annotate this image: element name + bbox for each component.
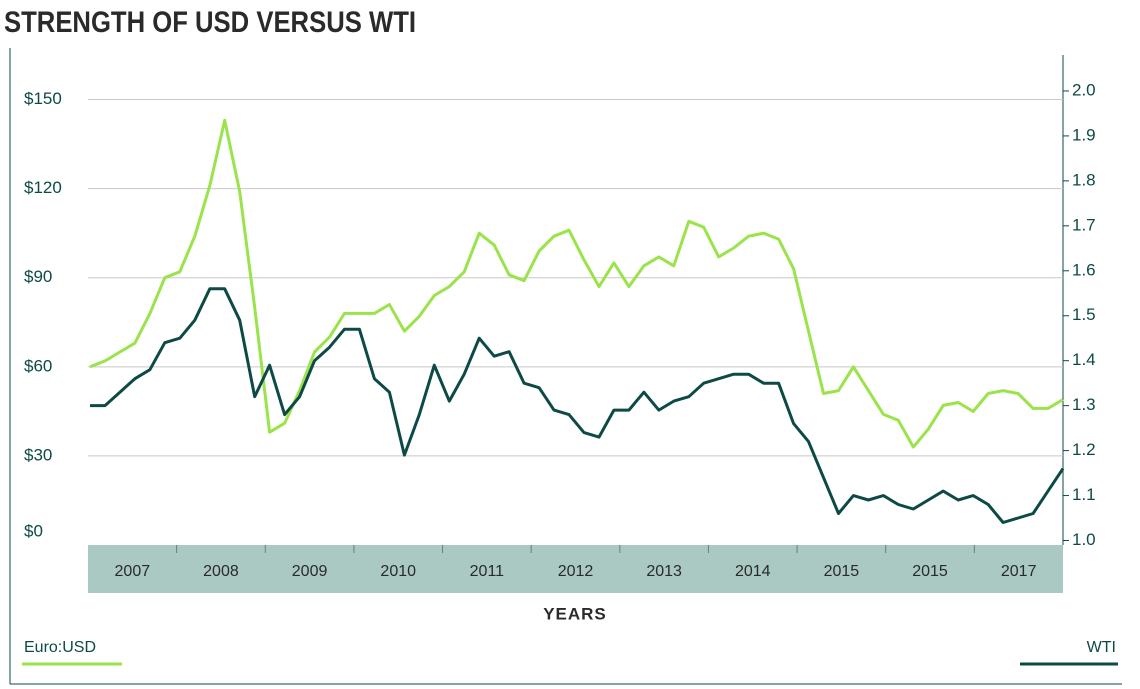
- x-tick-label: 2008: [203, 563, 239, 580]
- series-line: [90, 287, 1065, 524]
- y-tick-label: $90: [24, 267, 52, 286]
- x-tick-label: 2007: [115, 563, 151, 580]
- y-tick-label: $120: [24, 178, 62, 197]
- y2-tick-label: 1.0: [1072, 530, 1096, 549]
- x-tick-label: 2017: [1001, 563, 1037, 580]
- y2-tick-label: 1.7: [1072, 215, 1096, 234]
- y-tick-label: $30: [24, 445, 52, 464]
- y-tick-label: $60: [24, 356, 52, 375]
- chart-title: STRENGTH OF USD VERSUS WTI: [4, 6, 416, 39]
- y2-tick-label: 1.8: [1072, 170, 1096, 189]
- legend-label: Euro:USD: [24, 639, 96, 656]
- y2-tick-label: 1.5: [1072, 305, 1096, 324]
- x-tick-label: 2014: [735, 563, 771, 580]
- y2-tick-label: 1.4: [1072, 350, 1096, 369]
- y2-tick-label: 1.6: [1072, 260, 1096, 279]
- x-tick-label: 2010: [380, 563, 416, 580]
- x-tick-label: 2013: [646, 563, 682, 580]
- series-line: [89, 118, 1064, 449]
- y2-tick-label: 1.1: [1072, 485, 1096, 504]
- x-tick-label: 2012: [558, 563, 594, 580]
- x-axis-label: YEARS: [543, 604, 607, 623]
- y-tick-label: $150: [24, 89, 62, 108]
- y2-tick-label: 1.3: [1072, 395, 1096, 414]
- category-band: [88, 545, 1063, 593]
- legend-label: WTI: [1087, 639, 1116, 656]
- x-tick-label: 2015: [912, 563, 948, 580]
- x-tick-label: 2011: [470, 563, 505, 580]
- y-tick-label: $0: [24, 521, 43, 540]
- x-tick-label: 2009: [292, 563, 328, 580]
- y2-tick-label: 2.0: [1072, 80, 1096, 99]
- x-tick-label: 2015: [824, 563, 860, 580]
- y2-tick-label: 1.2: [1072, 440, 1096, 459]
- y2-tick-label: 1.9: [1072, 125, 1096, 144]
